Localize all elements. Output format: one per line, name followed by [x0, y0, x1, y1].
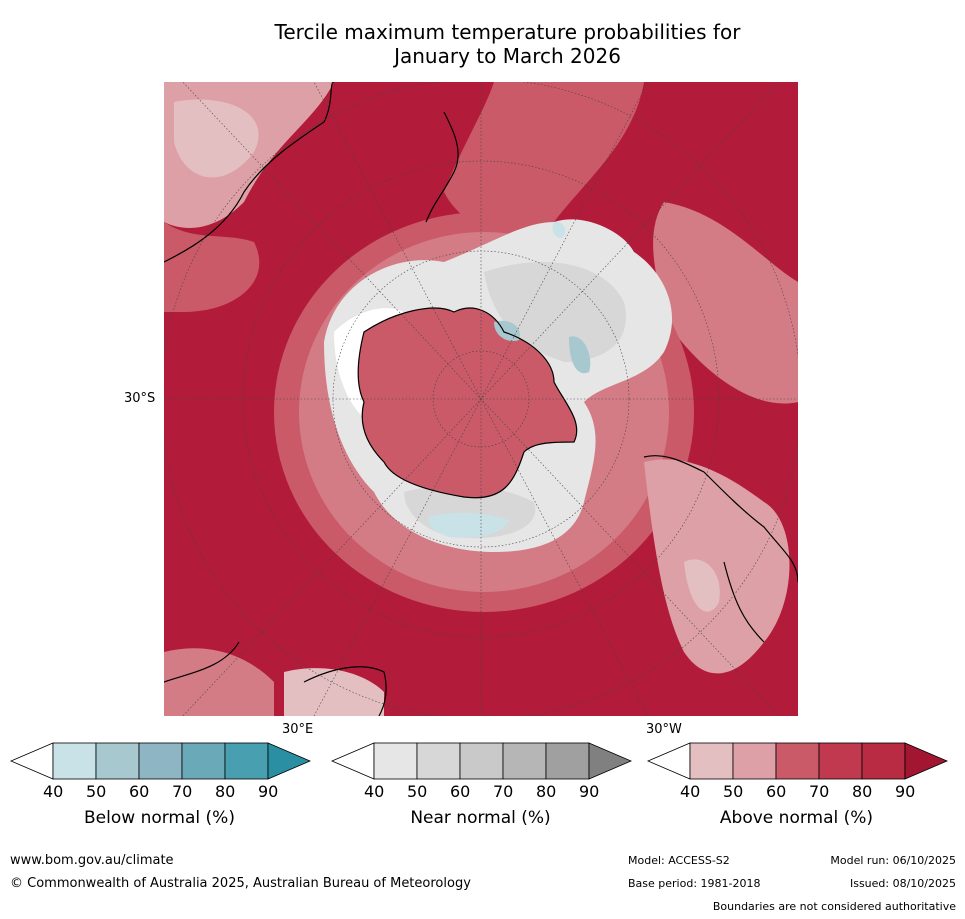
footer-disclaimer: Boundaries are not considered authoritat… — [712, 900, 956, 913]
patch-australia-light — [174, 99, 259, 178]
colorbar-segment — [689, 742, 734, 780]
footer-website: www.bom.gov.au/climate — [10, 853, 174, 868]
colorbar-min-triangle — [10, 742, 54, 780]
colorbar-segment — [138, 742, 183, 780]
colorbar-segment — [545, 742, 590, 780]
graticule — [164, 82, 798, 716]
footer-copyright: © Commonwealth of Australia 2025, Austra… — [10, 876, 471, 891]
graticule-45s — [242, 160, 720, 638]
colorbar-segment — [373, 742, 418, 780]
colorbar-tick: 50 — [407, 782, 428, 801]
colorbar-tick: 70 — [493, 782, 514, 801]
colorbar-segment — [181, 742, 226, 780]
footer-base-period: Base period: 1981-2018 — [628, 877, 761, 890]
colorbar-segment — [459, 742, 504, 780]
colorbar-tick: 40 — [680, 782, 701, 801]
colorbar-0 — [10, 742, 311, 780]
colorbar-max-triangle — [267, 742, 311, 780]
colorbar-segment — [52, 742, 97, 780]
colorbar-tick: 40 — [364, 782, 385, 801]
colorbar-tick: 60 — [450, 782, 471, 801]
colorbar-segment — [732, 742, 777, 780]
below-patch-3 — [428, 512, 509, 538]
colorbar-caption: Below normal (%) — [84, 808, 235, 828]
colorbar-caption: Near normal (%) — [410, 808, 551, 828]
colorbar-tick: 70 — [172, 782, 193, 801]
colorbar-tick: 80 — [852, 782, 873, 801]
map-title: Tercile maximum temperature probabilitie… — [160, 20, 855, 68]
colorbar-tick: 50 — [86, 782, 107, 801]
footer-model-run: Model run: 06/10/2025 — [830, 854, 956, 867]
title-line-1: Tercile maximum temperature probabilitie… — [274, 20, 741, 44]
lon-label-30w: 30°W — [646, 722, 682, 737]
map-svg — [164, 82, 798, 716]
colorbar-max-triangle — [588, 742, 632, 780]
coast-antarctica — [357, 307, 578, 499]
colorbar-max-triangle — [904, 742, 948, 780]
colorbar-tick: 80 — [536, 782, 557, 801]
patch-south-america — [644, 459, 790, 674]
patch-south-america-light — [684, 559, 720, 612]
colorbar-min-triangle — [331, 742, 375, 780]
colorbar-segment — [818, 742, 863, 780]
colorbar-tick: 70 — [809, 782, 830, 801]
colorbar-segment — [502, 742, 547, 780]
colorbar-1 — [331, 742, 632, 780]
colorbar-segment — [224, 742, 269, 780]
patch-africa — [164, 648, 274, 716]
colorbar-segment — [416, 742, 461, 780]
probability-map — [164, 82, 798, 716]
meridian-30b — [313, 82, 649, 716]
coastlines — [164, 82, 798, 716]
coast-south-america — [643, 455, 798, 643]
colorbar-tick: 90 — [579, 782, 600, 801]
footer-issued: Issued: 08/10/2025 — [849, 877, 956, 890]
colorbar-tick: 50 — [723, 782, 744, 801]
coast-africa — [164, 641, 387, 716]
below-patch-2 — [569, 336, 591, 374]
coast-new-zealand — [425, 111, 459, 223]
below-patch-4 — [552, 221, 566, 238]
colorbar-segment — [861, 742, 906, 780]
colorbar-2 — [647, 742, 948, 780]
patch-australia-mid — [164, 222, 260, 312]
coast-australia — [164, 82, 335, 263]
patch-pacific — [444, 82, 644, 232]
colorbar-tick: 40 — [43, 782, 64, 801]
colorbar-segment — [775, 742, 820, 780]
colorbar-segment — [95, 742, 140, 780]
colorbar-tick: 60 — [766, 782, 787, 801]
footer-model: Model: ACCESS-S2 — [628, 854, 730, 867]
colorbar-caption: Above normal (%) — [719, 808, 874, 828]
patch-pacific-right — [653, 202, 798, 404]
colorbar-tick: 80 — [215, 782, 236, 801]
colorbar-tick: 90 — [895, 782, 916, 801]
colorbar-min-triangle — [647, 742, 691, 780]
lon-label-30e: 30°E — [282, 722, 314, 737]
colorbar-tick: 60 — [129, 782, 150, 801]
colorbar-tick: 90 — [258, 782, 279, 801]
lat-label-30s: 30°S — [124, 391, 156, 406]
title-line-2: January to March 2026 — [394, 44, 621, 68]
